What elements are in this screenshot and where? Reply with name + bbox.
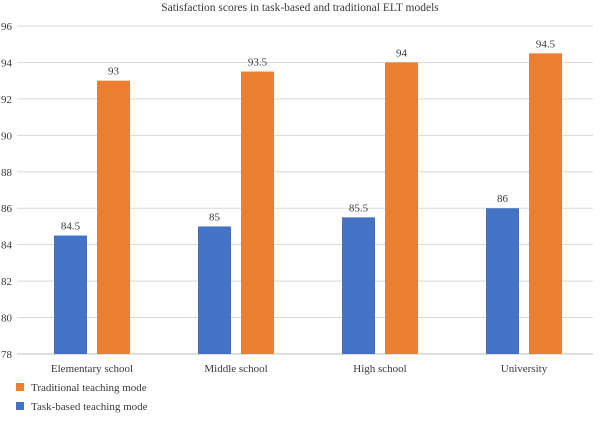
legend-label: Traditional teaching mode [31, 382, 147, 394]
legend-label: Task-based teaching mode [31, 401, 148, 413]
y-tick-label: 82 [1, 276, 12, 288]
bar-traditional [529, 53, 562, 354]
data-label: 93.5 [248, 57, 268, 69]
legend-swatch [16, 383, 24, 391]
y-tick-label: 92 [1, 94, 12, 106]
x-tick-label: High school [353, 363, 406, 375]
bar-task-based [342, 217, 375, 354]
x-tick-label: Middle school [204, 363, 267, 375]
y-tick-label: 84 [1, 240, 13, 252]
y-tick-label: 90 [1, 130, 13, 142]
y-axis: 78 80 82 84 86 88 90 92 94 96 [1, 21, 13, 361]
data-label: 85.5 [349, 202, 369, 214]
y-tick-label: 96 [1, 21, 13, 33]
bars [54, 53, 562, 355]
data-label: 86 [497, 193, 509, 205]
bar-traditional [241, 71, 274, 355]
legend-swatch [16, 402, 24, 410]
data-label: 85 [209, 211, 221, 223]
x-tick-label: Elementary school [51, 363, 133, 375]
data-label: 94.5 [536, 38, 556, 50]
x-tick-label: University [501, 363, 548, 375]
y-tick-label: 80 [1, 313, 13, 325]
bar-task-based [54, 235, 87, 354]
y-tick-label: 78 [1, 349, 13, 361]
bar-task-based [198, 226, 231, 354]
data-label: 84.5 [61, 221, 81, 233]
data-label: 93 [108, 66, 120, 78]
bar-traditional [97, 80, 130, 355]
bar-task-based [486, 208, 519, 354]
legend: Traditional teaching mode Task-based teac… [16, 382, 148, 413]
bar-traditional [385, 62, 418, 354]
y-tick-label: 86 [1, 203, 13, 215]
data-label: 94 [396, 47, 408, 59]
x-axis: Elementary school Middle school High schoo… [51, 363, 548, 375]
data-labels: 84.5 93 85 93.5 85.5 94 86 94.5 [61, 38, 556, 232]
y-tick-label: 94 [1, 57, 13, 69]
chart-title: Satisfaction scores in task-based and tr… [161, 2, 439, 14]
y-tick-label: 88 [1, 167, 13, 179]
